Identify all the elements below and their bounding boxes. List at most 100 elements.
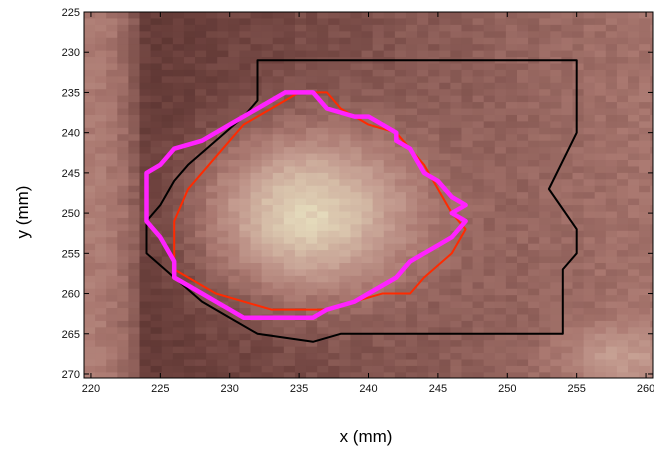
heatmap-cell bbox=[328, 95, 340, 103]
heatmap-cell bbox=[372, 82, 385, 90]
heatmap-cell bbox=[128, 275, 141, 283]
heatmap-cell bbox=[439, 166, 451, 174]
heatmap-cell bbox=[261, 153, 274, 161]
heatmap-cell bbox=[616, 230, 629, 238]
heatmap-cell bbox=[128, 333, 141, 341]
heatmap-cell bbox=[272, 301, 285, 309]
heatmap-cell bbox=[161, 211, 174, 219]
heatmap-cell bbox=[117, 134, 130, 142]
heatmap-cell bbox=[361, 95, 374, 103]
heatmap-cell bbox=[206, 147, 218, 155]
heatmap-cell bbox=[383, 340, 396, 348]
heatmap-cell bbox=[206, 89, 218, 97]
heatmap-cell bbox=[528, 295, 540, 303]
heatmap-cell bbox=[128, 50, 141, 58]
heatmap-cell bbox=[372, 102, 385, 110]
heatmap-cell bbox=[628, 140, 640, 148]
heatmap-cell bbox=[517, 308, 529, 316]
heatmap-cell bbox=[483, 359, 496, 367]
heatmap-cell bbox=[483, 269, 496, 277]
heatmap-cell bbox=[317, 333, 329, 341]
heatmap-cell bbox=[106, 89, 118, 97]
heatmap-cell bbox=[117, 18, 130, 26]
heatmap-cell bbox=[372, 320, 385, 328]
heatmap-cell bbox=[539, 172, 551, 180]
heatmap-cell bbox=[106, 353, 118, 361]
heatmap-cell bbox=[417, 134, 429, 142]
heatmap-cell bbox=[461, 18, 474, 26]
heatmap-cell bbox=[650, 147, 653, 155]
heatmap-cell bbox=[228, 275, 241, 283]
heatmap-cell bbox=[394, 185, 407, 193]
heatmap-cell bbox=[517, 185, 529, 193]
heatmap-cell bbox=[150, 327, 163, 335]
heatmap-cell bbox=[461, 172, 474, 180]
heatmap-cell bbox=[139, 166, 152, 174]
heatmap-cell bbox=[383, 288, 396, 296]
heatmap-cell bbox=[117, 185, 130, 193]
heatmap-cell bbox=[328, 243, 340, 251]
heatmap-cell bbox=[195, 172, 207, 180]
heatmap-cell bbox=[84, 243, 96, 251]
heatmap-cell bbox=[306, 108, 318, 116]
heatmap-cell bbox=[372, 31, 385, 39]
heatmap-cell bbox=[95, 340, 107, 348]
heatmap-cell bbox=[361, 82, 374, 90]
heatmap-cell bbox=[161, 24, 174, 32]
heatmap-cell bbox=[84, 250, 96, 258]
heatmap-cell bbox=[494, 262, 507, 271]
heatmap-cell bbox=[639, 12, 651, 20]
heatmap-cell bbox=[228, 179, 241, 187]
heatmap-cell bbox=[106, 31, 118, 39]
heatmap-cell bbox=[417, 172, 429, 180]
heatmap-cell bbox=[616, 140, 629, 148]
heatmap-cell bbox=[550, 269, 562, 277]
heatmap-cell bbox=[117, 288, 130, 296]
heatmap-cell bbox=[172, 192, 185, 200]
heatmap-cell bbox=[405, 224, 418, 232]
heatmap-cell bbox=[228, 31, 241, 39]
heatmap-cell bbox=[494, 372, 507, 378]
heatmap-cell bbox=[472, 31, 485, 39]
heatmap-cell bbox=[628, 114, 640, 122]
heatmap-cell bbox=[428, 82, 440, 90]
heatmap-cell bbox=[195, 301, 207, 309]
heatmap-cell bbox=[150, 12, 163, 20]
heatmap-cell bbox=[461, 359, 474, 367]
heatmap-cell bbox=[117, 224, 130, 232]
heatmap-cell bbox=[250, 50, 263, 58]
heatmap-cell bbox=[317, 121, 329, 129]
heatmap-cell bbox=[106, 147, 118, 155]
heatmap-cell bbox=[650, 82, 653, 90]
heatmap-cell bbox=[294, 172, 307, 180]
heatmap-cell bbox=[150, 185, 163, 193]
heatmap-cell bbox=[306, 295, 318, 303]
heatmap-cell bbox=[439, 333, 451, 341]
heatmap-cell bbox=[483, 160, 496, 168]
heatmap-cell bbox=[84, 237, 96, 245]
heatmap-cell bbox=[206, 166, 218, 174]
heatmap-cell bbox=[605, 69, 618, 77]
heatmap-cell bbox=[517, 359, 529, 367]
heatmap-cell bbox=[361, 179, 374, 187]
heatmap-cell bbox=[139, 275, 152, 283]
heatmap-cell bbox=[572, 95, 585, 103]
heatmap-cell bbox=[605, 89, 618, 97]
heatmap-cell bbox=[172, 57, 185, 65]
heatmap-cell bbox=[239, 308, 252, 316]
heatmap-cell bbox=[494, 153, 507, 161]
heatmap-cell bbox=[383, 76, 396, 84]
heatmap-cell bbox=[294, 275, 307, 283]
heatmap-cell bbox=[417, 127, 429, 135]
heatmap-cell bbox=[439, 243, 451, 251]
heatmap-cell bbox=[195, 333, 207, 341]
heatmap-cell bbox=[517, 76, 529, 84]
heatmap-cell bbox=[628, 256, 640, 264]
heatmap-cell bbox=[505, 140, 518, 148]
heatmap-cell bbox=[161, 262, 174, 271]
heatmap-cell bbox=[117, 346, 130, 354]
heatmap-cell bbox=[594, 282, 607, 290]
heatmap-cell bbox=[505, 121, 518, 129]
heatmap-cell bbox=[639, 102, 651, 110]
heatmap-cell bbox=[317, 365, 329, 373]
